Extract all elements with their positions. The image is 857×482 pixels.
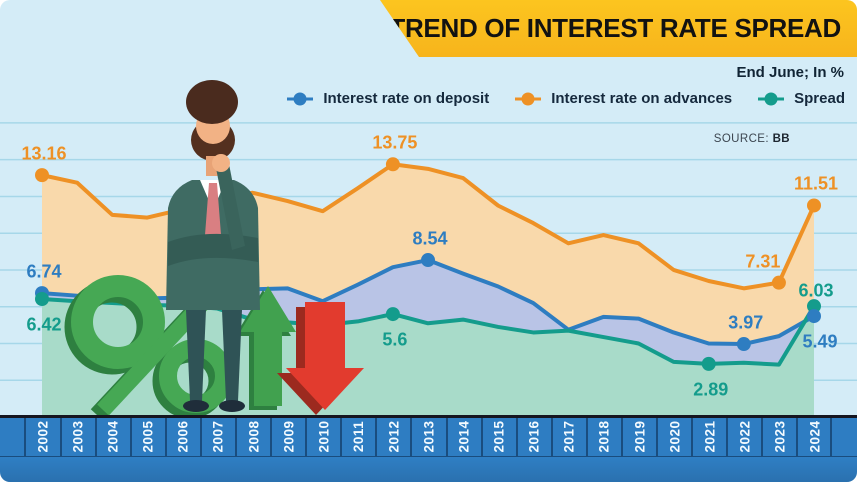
legend-label-deposit: Interest rate on deposit bbox=[323, 90, 490, 107]
year-tick-2023: 2023 bbox=[761, 417, 796, 456]
year-label: 2010 bbox=[316, 420, 332, 453]
year-label: 2011 bbox=[351, 421, 367, 453]
title-banner: TREND OF INTEREST RATE SPREAD bbox=[380, 0, 857, 57]
year-tick-2016: 2016 bbox=[515, 417, 551, 456]
data-point-spread-2002 bbox=[35, 292, 49, 307]
data-point-deposit-2022 bbox=[736, 337, 751, 352]
year-tick-2024: 2024 bbox=[796, 417, 831, 456]
legend-label-spread: Spread bbox=[794, 90, 845, 107]
source-note: SOURCE: BB bbox=[714, 133, 790, 145]
page-title: TREND OF INTEREST RATE SPREAD bbox=[389, 13, 841, 43]
legend-item-spread: Spread bbox=[756, 90, 845, 107]
year-label: 2014 bbox=[456, 420, 472, 453]
year-label: 2002 bbox=[35, 420, 51, 453]
legend-label-advances: Interest rate on advances bbox=[551, 90, 733, 107]
year-tick-2021: 2021 bbox=[691, 417, 726, 456]
year-label: 2024 bbox=[807, 420, 823, 453]
data-point-advances-2024 bbox=[807, 198, 821, 213]
data-point-spread-2024 bbox=[807, 299, 821, 314]
year-tick-2020: 2020 bbox=[656, 417, 691, 456]
deposit-line-marker-icon bbox=[287, 92, 314, 105]
year-label: 2022 bbox=[737, 420, 753, 453]
data-point-spread-2012 bbox=[385, 307, 400, 322]
down-arrow-icon bbox=[277, 302, 364, 415]
year-label: 2015 bbox=[491, 420, 507, 453]
year-tick-2012: 2012 bbox=[375, 417, 410, 456]
year-tick-2015: 2015 bbox=[480, 417, 516, 456]
year-tick-2009: 2009 bbox=[270, 417, 305, 456]
year-label: 2005 bbox=[140, 420, 156, 453]
year-tick-2005: 2005 bbox=[129, 417, 165, 456]
data-point-spread-2021 bbox=[701, 356, 716, 371]
source-label: SOURCE: bbox=[713, 133, 769, 145]
data-point-deposit-2013 bbox=[421, 253, 435, 268]
year-label: 2012 bbox=[386, 420, 402, 453]
year-tick-2019: 2019 bbox=[620, 417, 656, 456]
year-label: 2004 bbox=[105, 420, 121, 453]
spread-line-marker-icon bbox=[758, 92, 785, 105]
year-label: 2009 bbox=[281, 420, 297, 453]
footer-ribbon bbox=[0, 456, 857, 482]
chart-subtitle: End June; In % bbox=[736, 64, 844, 81]
year-tick-2003: 2003 bbox=[59, 417, 95, 456]
year-tick-2010: 2010 bbox=[305, 417, 340, 456]
year-label: 2008 bbox=[246, 420, 262, 453]
data-point-deposit-2024 bbox=[807, 309, 821, 324]
chart-legend: Interest rate on deposit Interest rate o… bbox=[285, 90, 845, 107]
legend-item-advances: Interest rate on advances bbox=[513, 90, 732, 107]
data-point-advances-2023 bbox=[771, 275, 786, 290]
year-tick-2004: 2004 bbox=[94, 417, 130, 456]
year-label: 2020 bbox=[667, 420, 683, 453]
year-label: 2021 bbox=[702, 420, 718, 453]
axis-baseline bbox=[0, 415, 857, 418]
year-tick-2014: 2014 bbox=[445, 417, 481, 456]
data-point-advances-2012 bbox=[385, 157, 400, 172]
data-point-advances-2002 bbox=[35, 168, 49, 183]
source-value: BB bbox=[772, 133, 790, 145]
year-tick-2013: 2013 bbox=[410, 417, 445, 456]
businessman-illustration bbox=[166, 80, 260, 412]
year-label: 2023 bbox=[772, 420, 788, 453]
year-label: 2013 bbox=[421, 420, 437, 453]
year-tick-2006: 2006 bbox=[164, 417, 200, 456]
year-label: 2019 bbox=[632, 420, 648, 453]
year-label: 2003 bbox=[70, 420, 86, 453]
advances-line-marker-icon bbox=[515, 92, 542, 105]
x-axis-band: 2002 2003 2004 2005 2006 2007 2008 2009 2010 2011… bbox=[0, 417, 857, 456]
year-tick-2022: 2022 bbox=[726, 417, 761, 456]
year-tick-2011: 2011 bbox=[340, 417, 375, 456]
year-label: 2006 bbox=[175, 420, 191, 453]
year-tick-2018: 2018 bbox=[585, 417, 621, 456]
legend-item-deposit: Interest rate on deposit bbox=[285, 90, 489, 107]
year-tick-2008: 2008 bbox=[234, 417, 270, 456]
year-tick-2017: 2017 bbox=[550, 417, 586, 456]
axis-end-divider bbox=[829, 417, 832, 456]
year-label: 2016 bbox=[526, 420, 542, 453]
year-label: 2017 bbox=[561, 420, 577, 453]
year-tick-2007: 2007 bbox=[199, 417, 235, 456]
year-tick-2002: 2002 bbox=[24, 417, 59, 456]
year-label: 2007 bbox=[210, 420, 226, 453]
year-label: 2018 bbox=[596, 420, 612, 453]
